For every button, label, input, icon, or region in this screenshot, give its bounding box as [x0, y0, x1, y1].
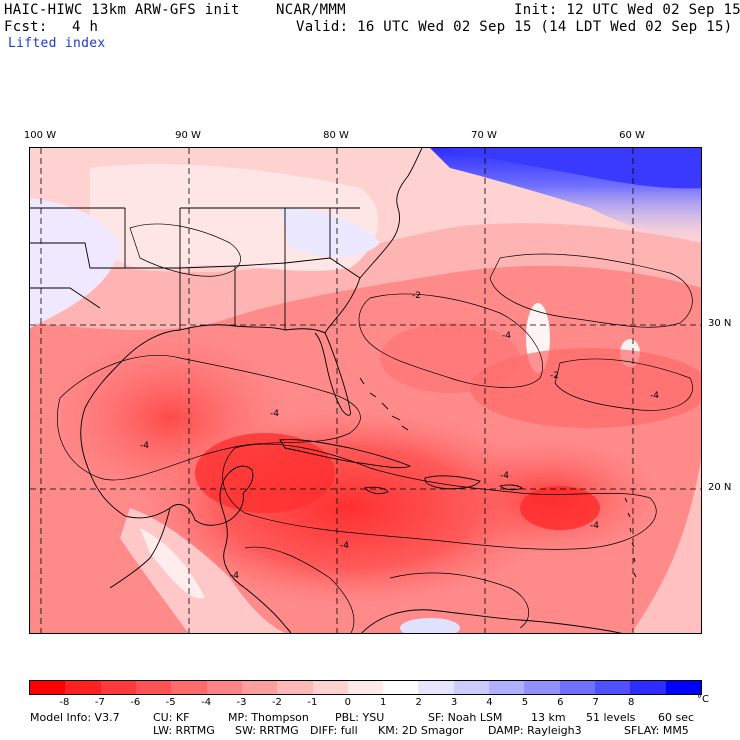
colorbar-swatch — [418, 681, 454, 694]
colorbar-tick-label: -7 — [94, 697, 105, 708]
info-pbl: PBL: YSU — [335, 711, 385, 724]
forecast-label: Fcst: — [4, 19, 48, 35]
colorbar-swatch — [524, 681, 560, 694]
colorbar-tick-label: -1 — [307, 697, 318, 708]
colorbar-tick-label: 4 — [486, 697, 493, 708]
colorbar-tick-label: -5 — [165, 697, 176, 708]
colorbar-tick-label: 7 — [592, 697, 599, 708]
colorbar-swatch — [171, 681, 207, 694]
colorbar-tick-label: 8 — [627, 697, 635, 708]
colorbar-tick-label: -3 — [236, 697, 247, 708]
init-time: Init: 12 UTC Wed 02 Sep 15 — [514, 2, 740, 18]
info-sw: SW: RRTMG — [235, 724, 299, 737]
lon-label-60w: 60 W — [619, 130, 645, 141]
colorbar-swatch — [206, 681, 242, 694]
colorbar-swatch — [312, 681, 348, 694]
info-sflay: SFLAY: MM5 — [624, 724, 689, 737]
colorbar-swatch — [241, 681, 278, 694]
colorbar-swatch — [135, 681, 172, 694]
info-km: KM: 2D Smagor — [378, 724, 464, 737]
colorbar-swatch — [559, 681, 595, 694]
info-cu: CU: KF — [153, 711, 190, 724]
colorbar — [29, 680, 702, 695]
contour-label: -4 — [270, 409, 279, 419]
colorbar-tick-label: -8 — [59, 697, 70, 708]
lifted-index-map: -2 -4 -4 -4 -4 -2 -4 -4 -4 -4 — [29, 147, 702, 634]
contour-label: -2 — [412, 291, 421, 301]
colorbar-tick-label: 2 — [415, 697, 422, 708]
lat-label-30n: 30 N — [708, 318, 732, 329]
colorbar-swatch — [489, 681, 525, 694]
colorbar-swatch — [630, 681, 666, 694]
colorbar-tick-label: 6 — [557, 697, 564, 708]
info-resolution: 13 km — [531, 711, 566, 724]
colorbar-swatch — [65, 681, 101, 694]
info-mp: MP: Thompson — [228, 711, 309, 724]
contour-label: -4 — [502, 331, 511, 341]
model-title: HAIC-HIWC 13km ARW-GFS init — [4, 2, 240, 18]
colorbar-tick-label: 5 — [521, 697, 529, 708]
contour-label: -2 — [550, 371, 559, 381]
colorbar-tick-label: 1 — [380, 697, 387, 708]
field-name: Lifted index — [8, 36, 106, 51]
colorbar-tick-label: -4 — [201, 697, 212, 708]
info-diff: DIFF: full — [310, 724, 358, 737]
colorbar-tick-label: 0 — [344, 697, 351, 708]
forecast-hour: 4 h — [72, 19, 99, 35]
contour-lines — [57, 223, 693, 633]
colorbar-swatch — [100, 681, 136, 694]
info-sf: SF: Noah LSM — [428, 711, 503, 724]
contour-label: -4 — [140, 441, 149, 451]
colorbar-swatch — [347, 681, 384, 694]
contour-label: -4 — [500, 471, 509, 481]
colorbar-swatch — [383, 681, 419, 694]
colorbar-swatch — [30, 681, 66, 694]
info-lw: LW: RRTMG — [153, 724, 215, 737]
colorbar-swatch — [277, 681, 313, 694]
info-model: Model Info: V3.7 — [30, 711, 120, 724]
lat-label-20n: 20 N — [708, 482, 732, 493]
contour-label: -4 — [650, 391, 659, 401]
info-damp: DAMP: Rayleigh3 — [488, 724, 582, 737]
coastlines — [30, 148, 637, 633]
lon-label-90w: 90 W — [175, 130, 201, 141]
lon-label-70w: 70 W — [471, 130, 497, 141]
colorbar-swatch — [453, 681, 490, 694]
contour-label: -4 — [340, 541, 349, 551]
info-levels: 51 levels — [586, 711, 636, 724]
org-label: NCAR/MMM — [276, 2, 346, 18]
colorbar-swatch — [595, 681, 631, 694]
lon-label-80w: 80 W — [323, 130, 349, 141]
contour-label: -4 — [230, 571, 239, 581]
colorbar-unit: °C — [697, 694, 709, 705]
colorbar-tick-label: -6 — [130, 697, 141, 708]
graticule — [30, 148, 701, 633]
colorbar-swatch — [665, 681, 701, 694]
info-timestep: 60 sec — [658, 711, 695, 724]
colorbar-tick-label: -2 — [271, 697, 282, 708]
colorbar-tick-label: 3 — [450, 697, 458, 708]
valid-time: Valid: 16 UTC Wed 02 Sep 15 (14 LDT Wed … — [296, 19, 733, 35]
lon-label-100w: 100 W — [23, 130, 57, 141]
contour-label: -4 — [590, 521, 599, 531]
